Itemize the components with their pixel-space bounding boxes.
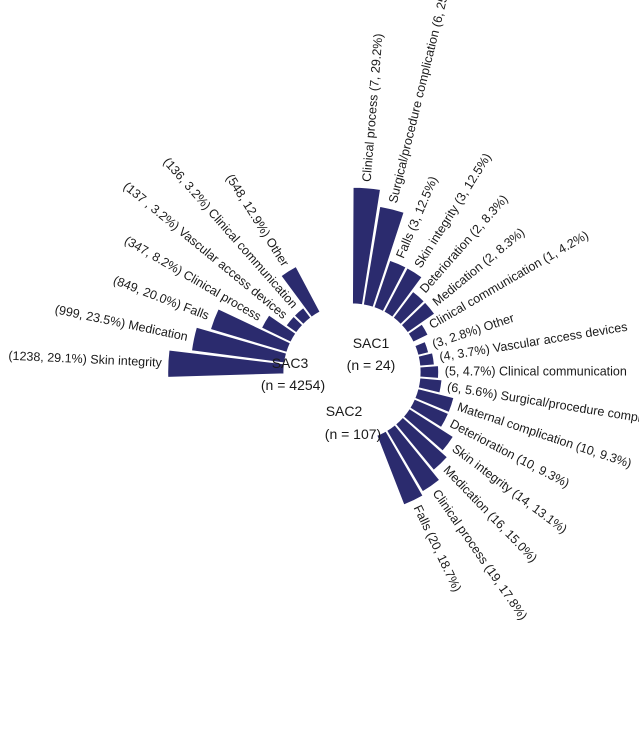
group-labels-layer: SAC1 (n = 24) SAC3 (n = 4254) SAC2 (n = … xyxy=(261,335,395,442)
bar-sac1-clinical-communication xyxy=(407,323,430,344)
label-sac3-medication: (999, 23.5%) Medication xyxy=(54,302,190,343)
bar-sac1-skin-integrity xyxy=(383,266,424,319)
label-sac2-clinical-communication: (5, 4.7%) Clinical communication xyxy=(445,364,627,378)
bar-sac3-falls xyxy=(209,307,292,354)
bar-sac2-other xyxy=(413,340,430,357)
bar-sac3-medication xyxy=(190,326,288,364)
bar-sac1-surgical-procedure-complication xyxy=(362,205,405,309)
labels-layer: Clinical process (7, 29.2%) Surgical/proc… xyxy=(8,0,639,623)
group-name-sac1: SAC1 xyxy=(353,335,390,351)
bar-sac2-maternal-complication xyxy=(413,387,455,414)
bar-sac3-clinical-process xyxy=(260,314,297,344)
bar-sac3-vascular-access-devices xyxy=(285,315,304,334)
bar-sac2-skin-integrity xyxy=(402,407,455,452)
bars-layer xyxy=(167,186,455,506)
bar-sac3-clinical-communication xyxy=(293,306,312,326)
label-sac1-clinical-process: Clinical process (7, 29.2%) xyxy=(360,33,386,182)
bar-sac2-clinical-process xyxy=(385,423,441,493)
bar-sac2-medication xyxy=(394,416,449,472)
bar-sac1-falls xyxy=(373,259,407,313)
bar-sac3-skin-integrity xyxy=(167,349,286,379)
bar-sac2-clinical-communication xyxy=(419,364,440,380)
group-n-sac1: (n = 24) xyxy=(347,357,396,373)
group-n-sac2: (n = 107) xyxy=(325,426,381,442)
bar-sac1-clinical-process xyxy=(351,186,382,306)
bar-sac1-deterioration xyxy=(392,290,426,326)
bar-sac2-deterioration xyxy=(408,398,450,429)
bar-sac2-vascular-access-devices xyxy=(417,351,436,367)
label-sac3-skin-integrity: (1238, 29.1%) Skin integrity xyxy=(8,349,163,370)
bar-sac2-surgical-procedure-complication xyxy=(417,377,443,394)
bar-sac3-other xyxy=(280,265,321,319)
bar-sac2-falls xyxy=(375,430,425,506)
label-sac1-surgical-procedure-complication: Surgical/procedure complication (6, 25.0… xyxy=(386,0,457,205)
group-name-sac3: SAC3 xyxy=(272,355,309,371)
bar-sac1-medication xyxy=(400,301,436,334)
group-n-sac3: (n = 4254) xyxy=(261,377,325,393)
group-name-sac2: SAC2 xyxy=(326,403,363,419)
